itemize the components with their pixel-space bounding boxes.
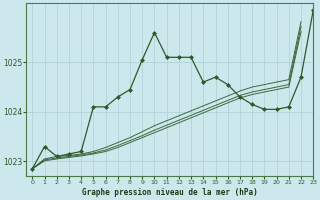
X-axis label: Graphe pression niveau de la mer (hPa): Graphe pression niveau de la mer (hPa) [82,188,258,197]
